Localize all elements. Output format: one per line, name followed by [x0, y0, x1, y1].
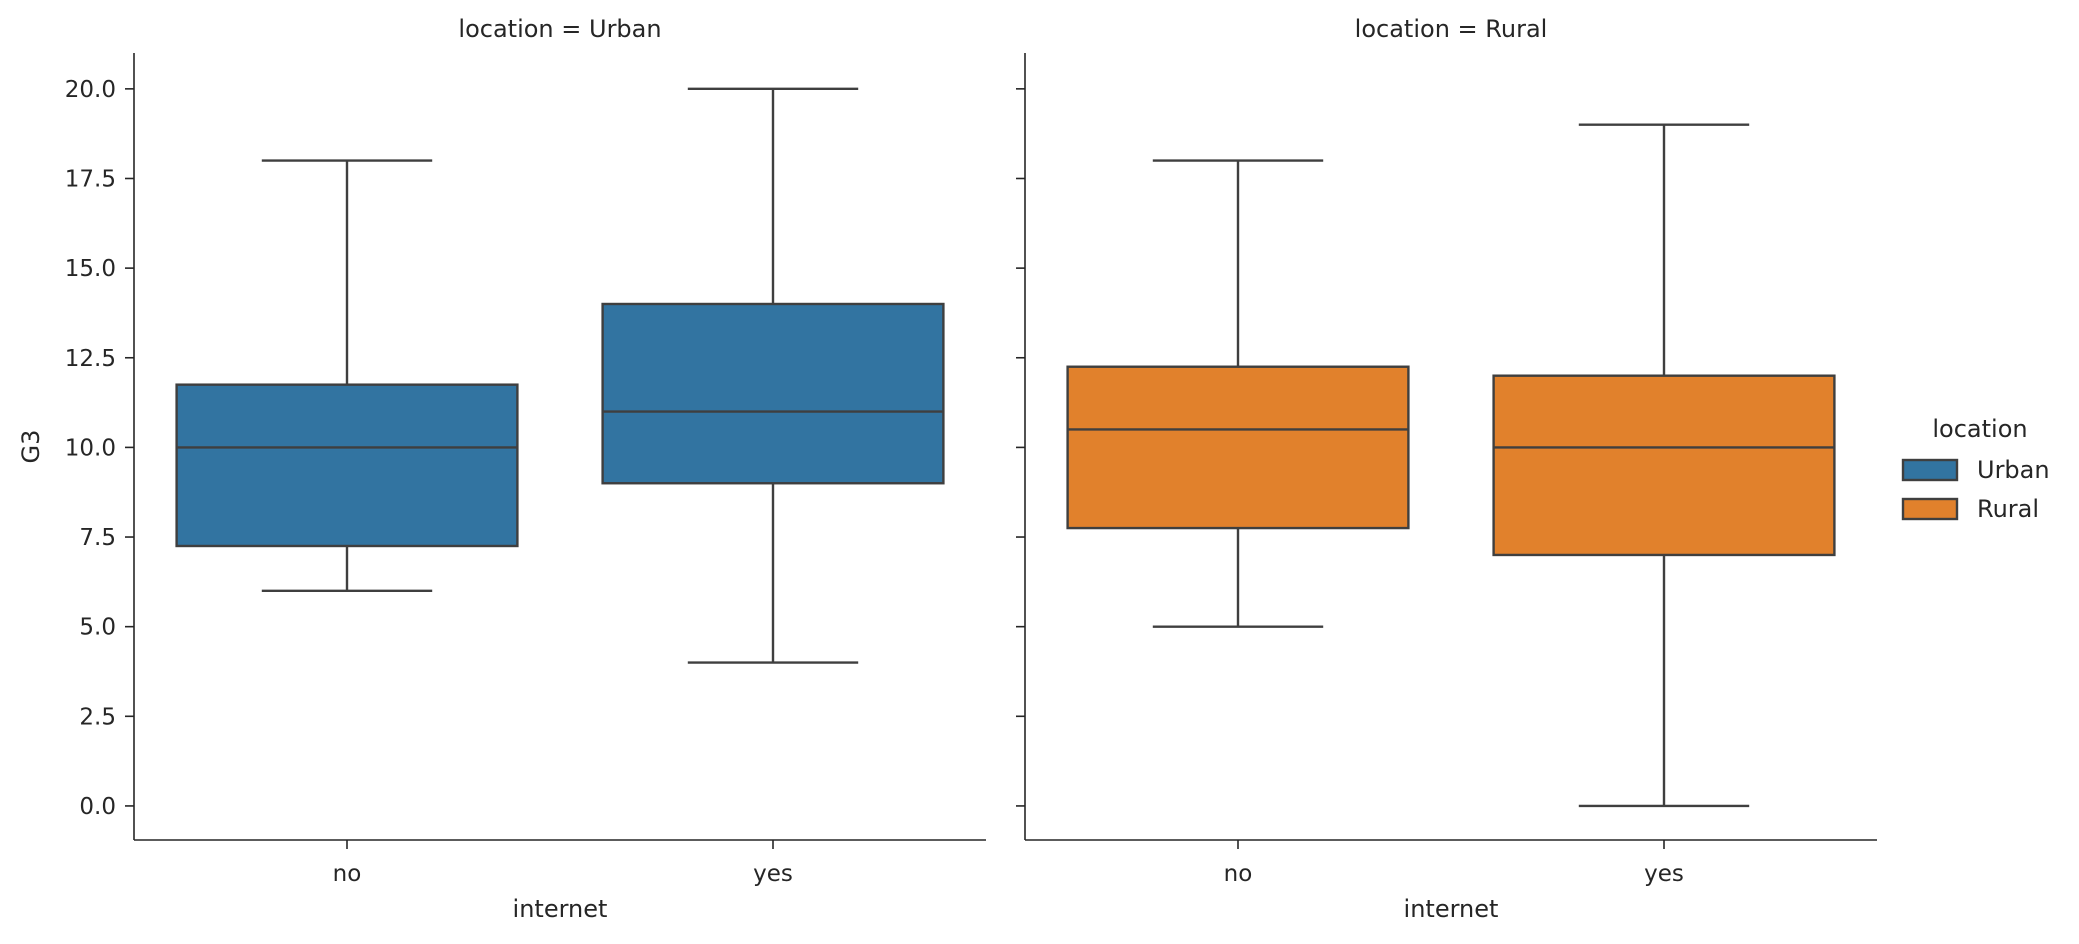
box-yes — [1492, 374, 1836, 557]
y-tick-label: 15.0 — [65, 256, 116, 282]
y-tick-label: 7.5 — [79, 525, 116, 551]
legend-swatch-rural — [1901, 497, 1959, 521]
x-axis-label: internet — [1404, 895, 1499, 923]
box-yes — [601, 302, 945, 485]
y-tick-label: 10.0 — [65, 435, 116, 461]
legend-swatch-urban — [1901, 458, 1959, 482]
legend-label: Rural — [1977, 495, 2039, 523]
legend-title: location — [1932, 415, 2027, 443]
box-no — [175, 383, 519, 548]
y-tick-label: 2.5 — [79, 704, 116, 730]
panel-title: location = Urban — [458, 15, 661, 43]
panel-title: location = Rural — [1355, 15, 1548, 43]
legend-label: Urban — [1977, 456, 2050, 484]
y-tick-label: 17.5 — [65, 166, 116, 192]
x-tick-label: no — [333, 861, 362, 887]
x-tick-label: no — [1224, 861, 1253, 887]
x-tick-label: yes — [753, 861, 793, 887]
x-axis-label: internet — [513, 895, 608, 923]
box-no — [1066, 365, 1410, 530]
y-axis-label: G3 — [17, 430, 45, 464]
y-tick-label: 5.0 — [79, 615, 116, 641]
y-tick-label: 0.0 — [79, 794, 116, 820]
x-tick-label: yes — [1644, 861, 1684, 887]
y-tick-label: 20.0 — [65, 77, 116, 103]
y-tick-label: 12.5 — [65, 346, 116, 372]
